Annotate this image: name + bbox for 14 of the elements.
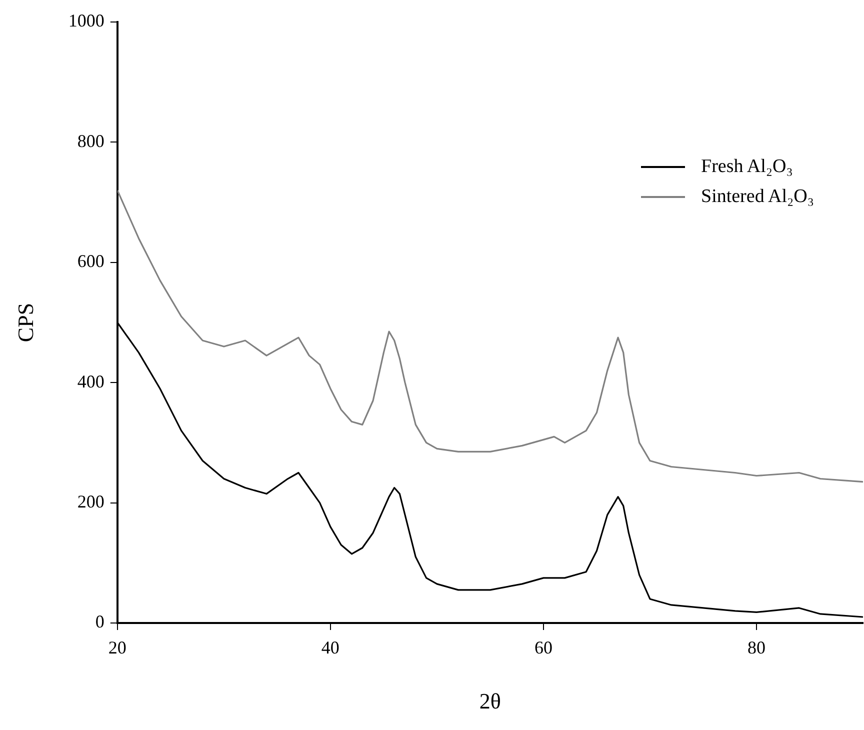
- y-tick-label: 0: [95, 612, 104, 632]
- y-tick-label: 600: [77, 251, 104, 272]
- y-tick-label: 400: [77, 371, 104, 392]
- y-axis-title: CPS: [12, 302, 38, 342]
- legend-label: Fresh Al₂O₃: [701, 156, 793, 178]
- legend-label: Sintered Al₂O₃: [701, 186, 814, 208]
- y-tick-label: 1000: [68, 10, 104, 31]
- x-tick-label: 40: [321, 638, 340, 658]
- x-axis-title: 2θ: [479, 688, 501, 714]
- x-tick-label: 80: [747, 638, 766, 658]
- y-tick-label: 200: [77, 492, 104, 512]
- y-tick-label: 800: [77, 130, 104, 151]
- x-tick-label: 20: [108, 638, 126, 658]
- x-tick-label: 60: [534, 638, 552, 658]
